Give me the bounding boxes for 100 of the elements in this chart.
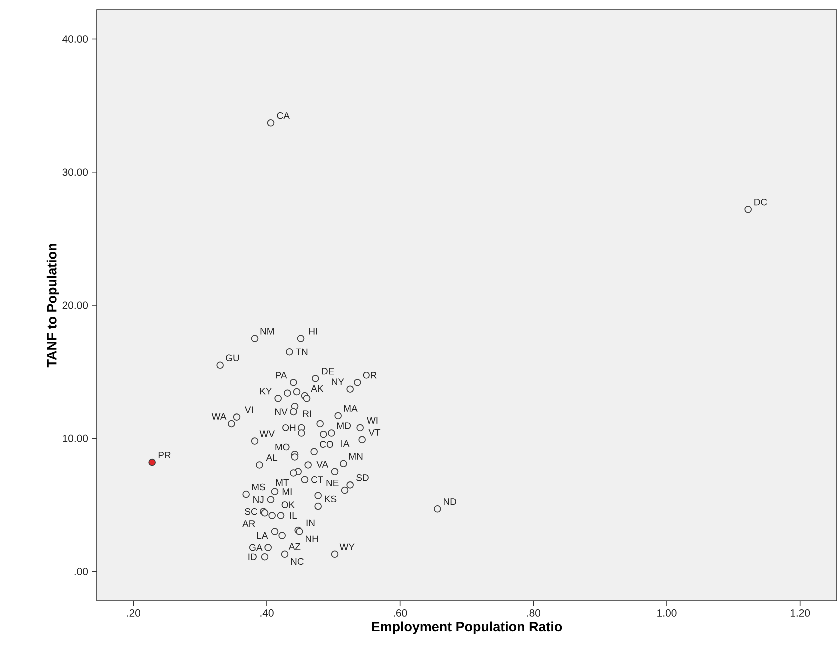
point — [744, 206, 752, 214]
point — [346, 482, 354, 489]
annotation: GA — [250, 544, 263, 552]
point — [148, 458, 156, 466]
annotation: WV — [260, 430, 275, 438]
annotation: MD — [337, 422, 351, 430]
point — [328, 430, 336, 437]
x-tick-label: .40 — [260, 610, 274, 617]
point — [216, 362, 224, 370]
annotation: MT — [276, 479, 290, 486]
point — [290, 379, 298, 386]
point — [312, 375, 320, 382]
x-axis-title: Employment Population Ratio — [372, 622, 562, 634]
point — [261, 553, 269, 561]
point — [281, 550, 289, 558]
annotation: PA — [276, 372, 288, 379]
annotation: KS — [325, 496, 337, 503]
x-tick-label: .60 — [394, 610, 408, 617]
y-tick-label: 10.00 — [63, 434, 88, 442]
y-tick-label: 40.00 — [62, 36, 88, 43]
point — [316, 420, 324, 428]
y-tick-label: 30.00 — [62, 168, 88, 176]
annotation: NE — [326, 480, 339, 486]
annotation: WI — [367, 417, 378, 424]
annotation: NY — [332, 378, 344, 386]
point — [340, 460, 348, 468]
annotation: NV — [275, 408, 288, 416]
point — [290, 470, 298, 477]
point — [286, 348, 294, 356]
x-tick-label: .20 — [127, 610, 141, 617]
point — [268, 512, 276, 520]
point — [298, 430, 306, 437]
point — [242, 490, 250, 498]
annotation: SC — [245, 508, 258, 516]
annotation: OR — [363, 372, 377, 379]
annotation: AR — [242, 520, 256, 528]
annotation: ND — [444, 498, 456, 506]
x-tick-label: 1.00 — [658, 610, 677, 617]
annotation: IA — [342, 440, 350, 448]
annotation: PR — [158, 452, 171, 459]
point — [314, 502, 322, 510]
annotation: NM — [260, 328, 274, 335]
annotation: MA — [344, 405, 358, 412]
annotation: OH — [282, 424, 296, 432]
point — [341, 486, 349, 494]
point — [271, 528, 279, 536]
point — [358, 436, 366, 444]
annotation: NC — [291, 558, 304, 566]
point — [331, 550, 339, 558]
annotation: MN — [349, 453, 363, 460]
annotation: ID — [248, 554, 257, 560]
point — [346, 386, 354, 393]
point — [434, 506, 442, 513]
annotation: KY — [260, 388, 272, 395]
point — [314, 492, 322, 500]
annotation: CA — [277, 112, 290, 120]
point — [264, 544, 272, 552]
annotation: LA — [257, 532, 268, 540]
y-axis-title: TANF to Population — [46, 244, 60, 368]
point — [291, 454, 299, 461]
point — [320, 430, 328, 438]
annotation: AL — [266, 454, 278, 462]
annotation: IL — [290, 512, 298, 520]
point — [334, 412, 342, 420]
annotation: VA — [316, 461, 329, 468]
point — [256, 462, 264, 469]
y-tick-label: .00 — [74, 568, 88, 576]
point — [274, 395, 282, 402]
annotation: TN — [296, 348, 308, 356]
point — [301, 476, 309, 484]
point — [356, 424, 364, 432]
annotation: VT — [368, 429, 381, 436]
annotation: CO — [320, 441, 334, 448]
point — [233, 414, 241, 421]
annotation: DE — [322, 368, 334, 375]
point — [293, 388, 301, 396]
point — [267, 119, 275, 127]
annotation: SD — [356, 474, 369, 482]
point — [304, 462, 312, 469]
point — [290, 408, 298, 416]
point — [251, 438, 259, 445]
annotation: MO — [276, 444, 290, 451]
annotation: DC — [754, 199, 768, 206]
annotation: MS — [252, 484, 266, 491]
annotation: WY — [340, 544, 355, 550]
annotation: IN — [306, 520, 315, 526]
y-tick-label: 20.00 — [62, 302, 88, 310]
annotation: WA — [212, 413, 227, 420]
annotation: OK — [282, 502, 295, 508]
annotation: NH — [306, 536, 318, 542]
point — [277, 512, 285, 520]
annotation: MI — [282, 488, 292, 496]
annotation: CT — [312, 476, 324, 484]
point — [284, 390, 292, 397]
point — [310, 448, 318, 456]
point — [267, 496, 275, 504]
point — [354, 379, 362, 386]
x-tick-label: .80 — [527, 610, 541, 617]
point — [228, 420, 236, 428]
annotation: NJ — [254, 496, 264, 504]
